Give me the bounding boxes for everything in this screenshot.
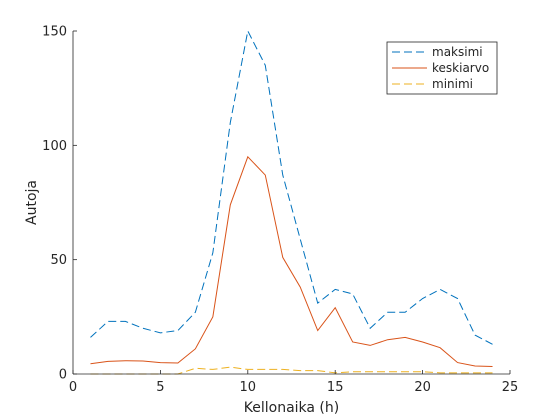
x-tick-label: 15 [327, 380, 344, 395]
legend-label-keskiarvo: keskiarvo [432, 61, 489, 75]
x-tick-label: 20 [414, 380, 431, 395]
x-axis-label: Kellonaika (h) [244, 400, 339, 416]
x-tick-label: 10 [240, 380, 257, 395]
series-line-keskiarvo [90, 155, 493, 367]
legend-label-minimi: minimi [432, 77, 473, 91]
y-axis-label: Autoja [24, 180, 40, 225]
x-tick-label: 25 [502, 380, 519, 395]
y-tick-label: 100 [42, 139, 67, 154]
x-tick-label: 0 [69, 380, 77, 395]
legend: maksimi keskiarvo minimi [386, 41, 498, 95]
legend-label-maksimi: maksimi [432, 45, 483, 59]
axes-layer: 0 5 10 15 20 25 0 50 100 150 [42, 25, 518, 396]
y-tick-label: 0 [59, 368, 67, 383]
y-tick-label: 50 [50, 253, 67, 268]
x-tick-label: 5 [156, 380, 164, 395]
y-tick-label: 150 [42, 25, 67, 40]
series-line-maksimi [90, 29, 493, 345]
